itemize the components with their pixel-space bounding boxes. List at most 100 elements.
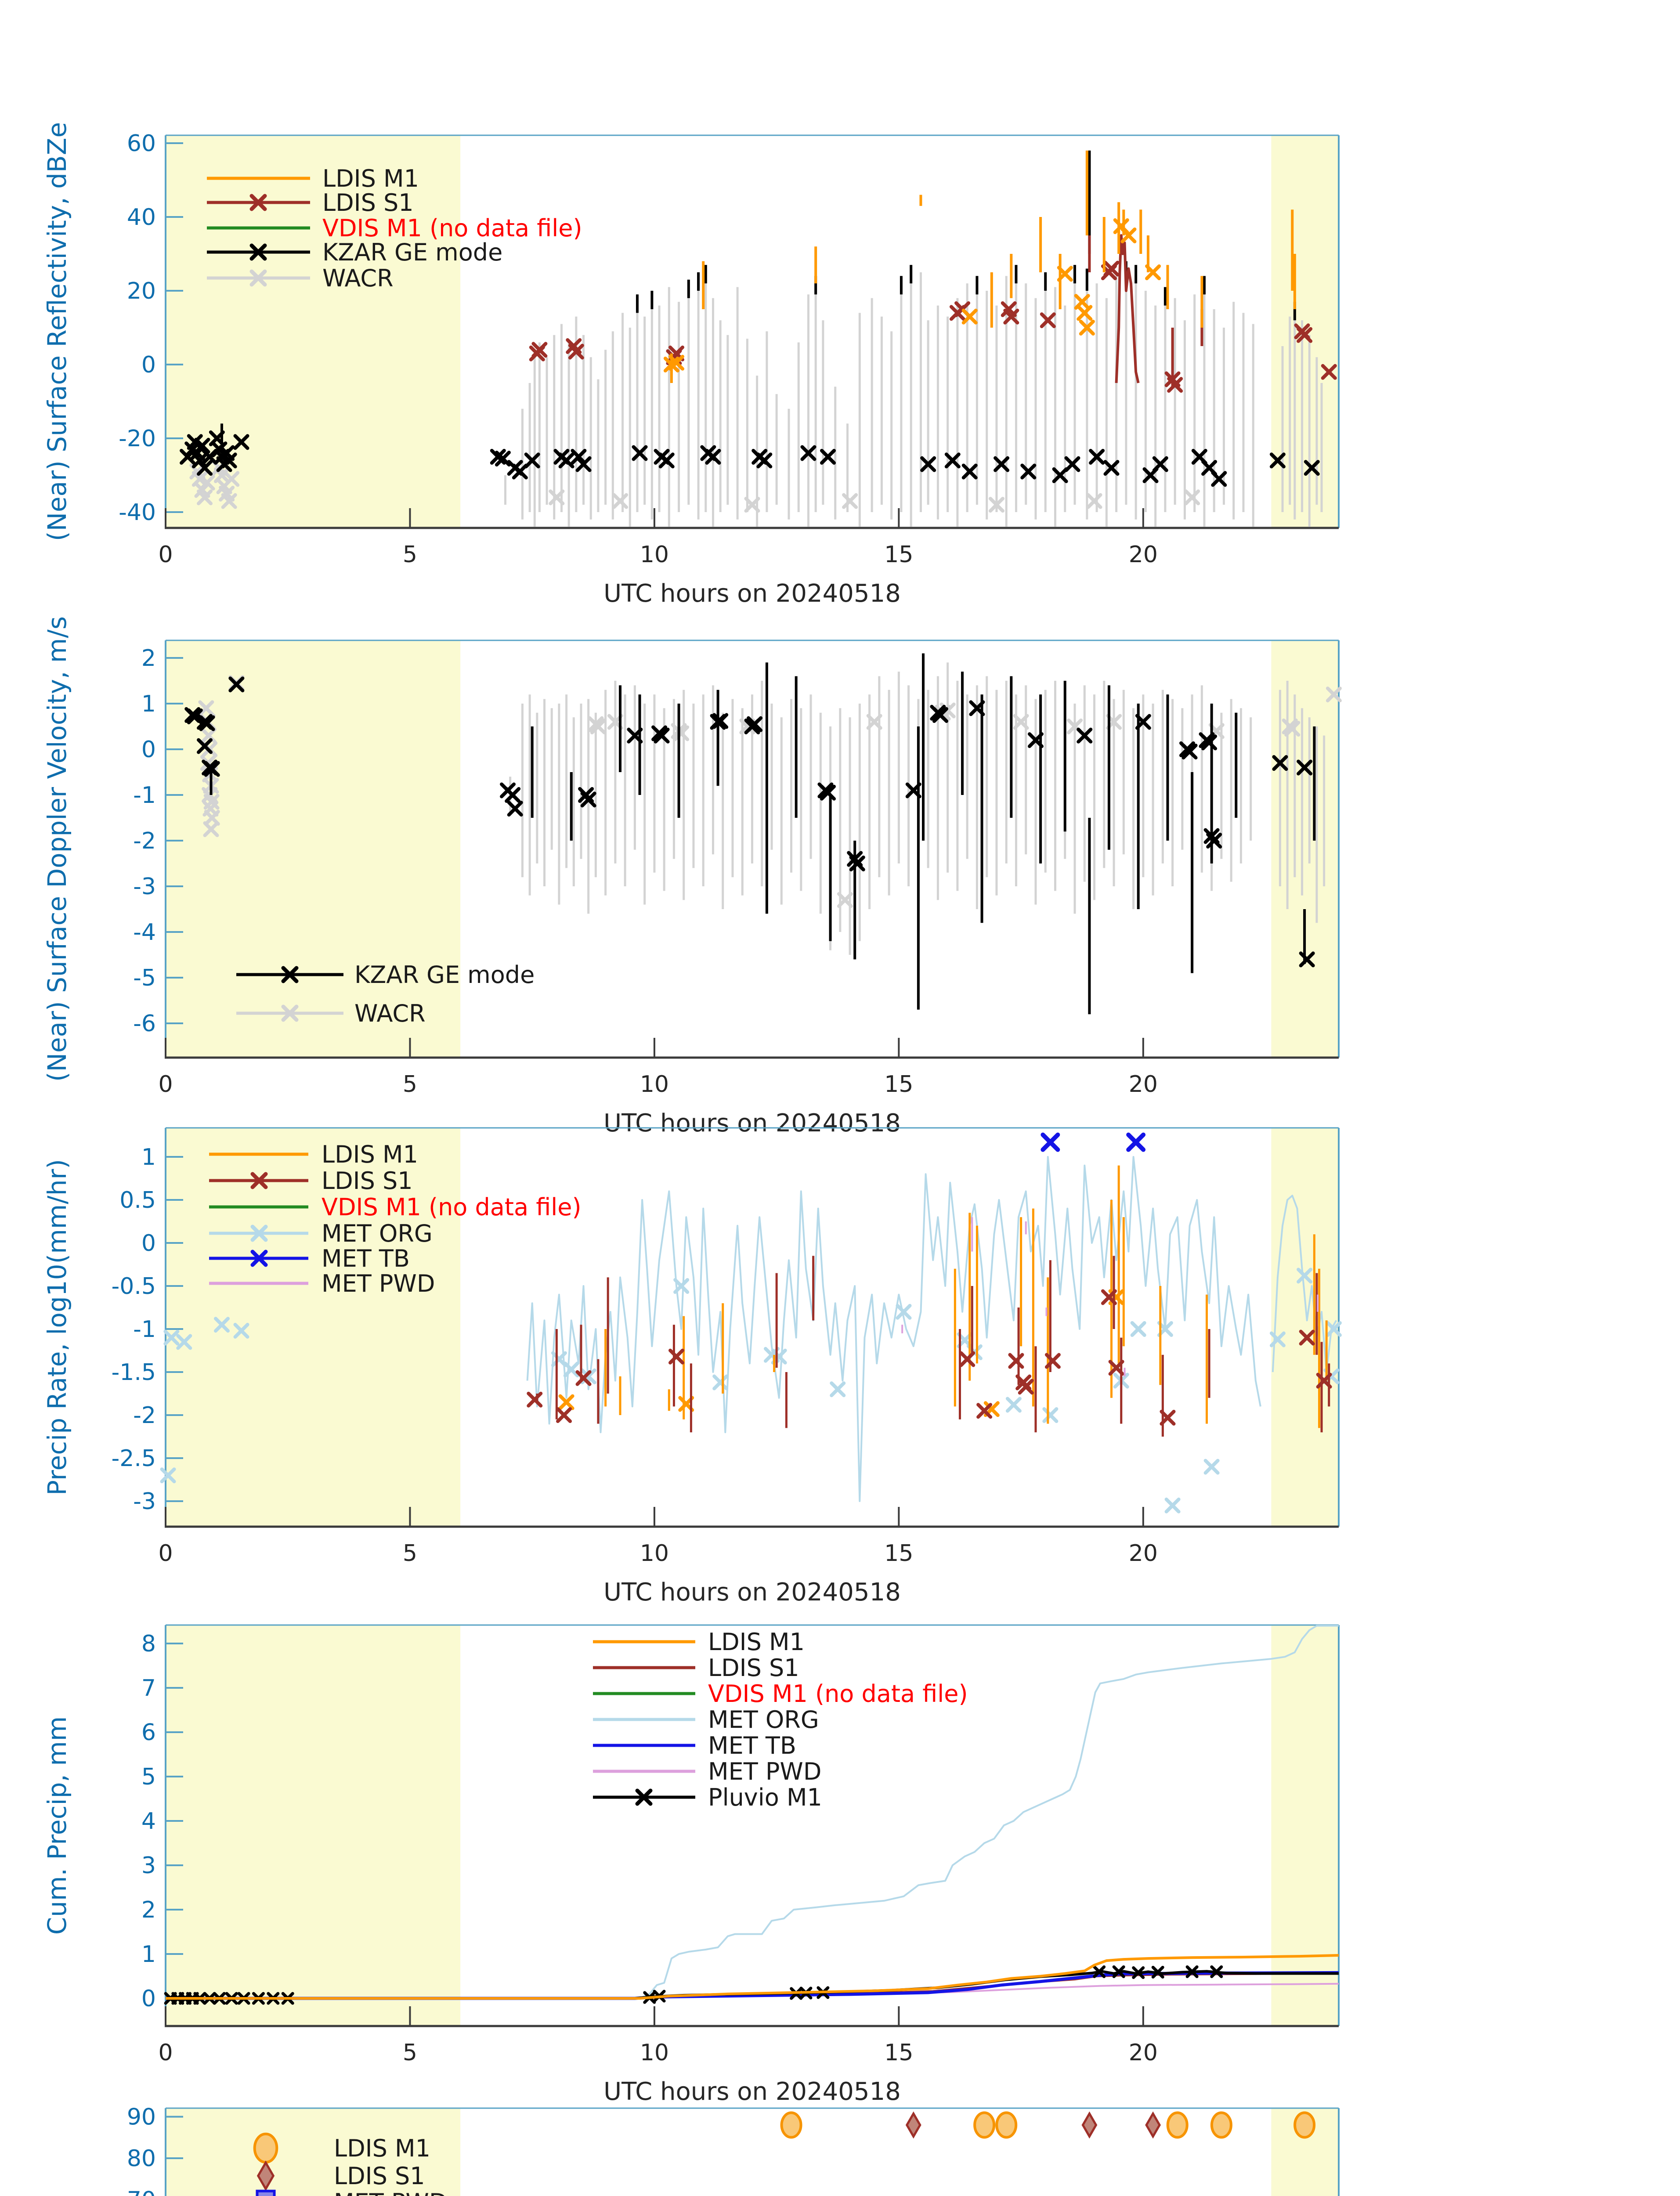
y-tick-label: 4 bbox=[141, 1808, 156, 1835]
y-axis-ticks: 1 0.5 0 -0.5 -1 -1.5 -2 -2.5 -3 bbox=[112, 1144, 183, 1515]
legend-label: KZAR GE mode bbox=[322, 238, 502, 266]
legend-label: Pluvio M1 bbox=[708, 1784, 822, 1811]
legend-label: LDIS S1 bbox=[322, 1167, 413, 1195]
y-tick-label: 1 bbox=[141, 691, 156, 717]
series-kzar-ge-mode bbox=[180, 430, 1320, 487]
series-wacr bbox=[504, 261, 1323, 527]
x-axis-ticks: 0 5 10 15 20 bbox=[158, 1038, 1158, 1098]
series-ldis-s1 bbox=[536, 1256, 1330, 1437]
y-tick-label: 5 bbox=[141, 1764, 156, 1790]
x-axis-title: UTC hours on 20240518 bbox=[603, 2077, 901, 2106]
series-ldis-m1 bbox=[604, 1165, 1328, 1428]
y-tick-label: -5 bbox=[133, 965, 156, 991]
y-axis-ticks: 2 1 0 -1 -2 -3 -4 -5 -6 bbox=[133, 645, 183, 1037]
y-tick-label: 2 bbox=[141, 1897, 156, 1923]
series-met-org bbox=[526, 1156, 1337, 1502]
series-ldis-s1 bbox=[905, 2111, 1161, 2139]
x-axis-ticks: 0 5 10 15 20 bbox=[158, 1507, 1158, 1567]
axes-spines bbox=[165, 2107, 1340, 2196]
y-tick-label: -0.5 bbox=[112, 1273, 156, 1300]
series-ldis-m1 bbox=[780, 2111, 1316, 2139]
y-tick-label: 40 bbox=[127, 204, 156, 231]
y-tick-label: 1 bbox=[141, 1144, 156, 1170]
y-tick-label: -40 bbox=[119, 499, 156, 526]
legend-label: MET PWD bbox=[322, 1270, 435, 1297]
legend-label: LDIS M1 bbox=[708, 1628, 805, 1656]
x-axis-ticks: 0 5 10 15 20 bbox=[158, 508, 1158, 568]
y-tick-label: 7 bbox=[141, 1675, 156, 1701]
x-tick-label: 15 bbox=[884, 1071, 913, 1098]
y-axis-ticks: 60 40 20 0 -20 -40 bbox=[119, 130, 183, 526]
y-tick-label: 80 bbox=[127, 2145, 156, 2172]
legend-label: WACR bbox=[354, 1000, 426, 1027]
series-wacr bbox=[189, 460, 1200, 513]
y-tick-label: -1 bbox=[133, 782, 156, 809]
x-axis-title: UTC hours on 20240518 bbox=[603, 1578, 901, 1607]
legend: KZAR GE mode WACR bbox=[236, 961, 535, 1027]
legend-label: MET PWD bbox=[708, 1758, 821, 1785]
x-tick-label: 5 bbox=[403, 542, 417, 568]
shade-bands bbox=[166, 2108, 1339, 2196]
y-tick-label: 60 bbox=[127, 130, 156, 157]
panel-weather-codes: 010203040506070809005101520UTC hours on … bbox=[127, 2104, 1340, 2196]
y-tick-label: 2 bbox=[141, 645, 156, 672]
x-axis-title: UTC hours on 20240518 bbox=[603, 579, 901, 608]
legend-label: VDIS M1 (no data file) bbox=[708, 1680, 968, 1708]
y-tick-label: -1 bbox=[133, 1316, 156, 1343]
x-tick-label: 15 bbox=[884, 1540, 913, 1567]
x-tick-label: 10 bbox=[640, 1540, 669, 1567]
series-ldis-m1 bbox=[558, 1289, 1124, 1417]
series-ldis-s1 bbox=[527, 1289, 1332, 1426]
y-tick-label: 3 bbox=[141, 1853, 156, 1879]
shade-bands bbox=[166, 640, 1339, 1058]
legend-label: WACR bbox=[322, 264, 394, 292]
y-tick-label: -1.5 bbox=[112, 1359, 156, 1386]
series-kzar-ge-mode bbox=[210, 653, 1316, 1015]
y-tick-label: -2 bbox=[133, 1402, 156, 1429]
y-tick-label: 20 bbox=[127, 278, 156, 304]
legend-label: MET PWD bbox=[334, 2189, 447, 2196]
y-tick-label: 8 bbox=[141, 1631, 156, 1657]
legend-label: MET TB bbox=[322, 1245, 410, 1272]
series-ldis-m1 bbox=[166, 1954, 1339, 2000]
series-met-pwd bbox=[901, 1217, 1319, 1376]
y-tick-label: -3 bbox=[133, 1488, 156, 1515]
y-tick-label: 6 bbox=[141, 1719, 156, 1746]
legend-label: MET ORG bbox=[322, 1220, 433, 1247]
series-kzar-ge-mode bbox=[184, 676, 1315, 968]
series-met-org bbox=[166, 1625, 1339, 1999]
x-tick-label: 0 bbox=[158, 2040, 173, 2066]
x-tick-label: 10 bbox=[640, 542, 669, 568]
x-tick-label: 15 bbox=[884, 2040, 913, 2066]
series-ldis-m1 bbox=[663, 218, 1161, 372]
x-axis-ticks: 0 5 10 15 20 bbox=[158, 2006, 1158, 2066]
legend-label: LDIS S1 bbox=[708, 1654, 799, 1682]
y-axis-title: (Near) Surface Reflectivity, dBZe bbox=[42, 122, 72, 541]
x-tick-label: 20 bbox=[1129, 2040, 1158, 2066]
x-tick-label: 10 bbox=[640, 2040, 669, 2066]
y-tick-label: -3 bbox=[133, 874, 156, 900]
y-tick-label: -4 bbox=[133, 919, 156, 946]
y-tick-label: 0 bbox=[141, 1230, 156, 1257]
legend-label: VDIS M1 (no data file) bbox=[322, 214, 582, 242]
x-tick-label: 20 bbox=[1129, 542, 1158, 568]
legend-label: LDIS S1 bbox=[322, 189, 414, 217]
legend-label: KZAR GE mode bbox=[354, 961, 535, 989]
y-tick-label: 0 bbox=[141, 352, 156, 378]
y-tick-label: -2.5 bbox=[112, 1445, 156, 1472]
legend-label: LDIS M1 bbox=[322, 165, 419, 192]
x-tick-label: 0 bbox=[158, 542, 173, 568]
legend-label: VDIS M1 (no data file) bbox=[322, 1193, 582, 1221]
y-tick-label: 70 bbox=[127, 2187, 156, 2196]
x-tick-label: 5 bbox=[403, 1540, 417, 1567]
panel-cum-precip: 0 1 2 3 4 5 6 7 8 0 5 10 15 20 UTC hours on 20240518 Cu… bbox=[42, 1624, 1340, 2106]
y-tick-label: -2 bbox=[133, 828, 156, 854]
y-axis-title: (Near) Surface Doppler Velocity, m/s bbox=[42, 616, 72, 1082]
y-axis-title: Cum. Precip, mm bbox=[42, 1716, 72, 1935]
